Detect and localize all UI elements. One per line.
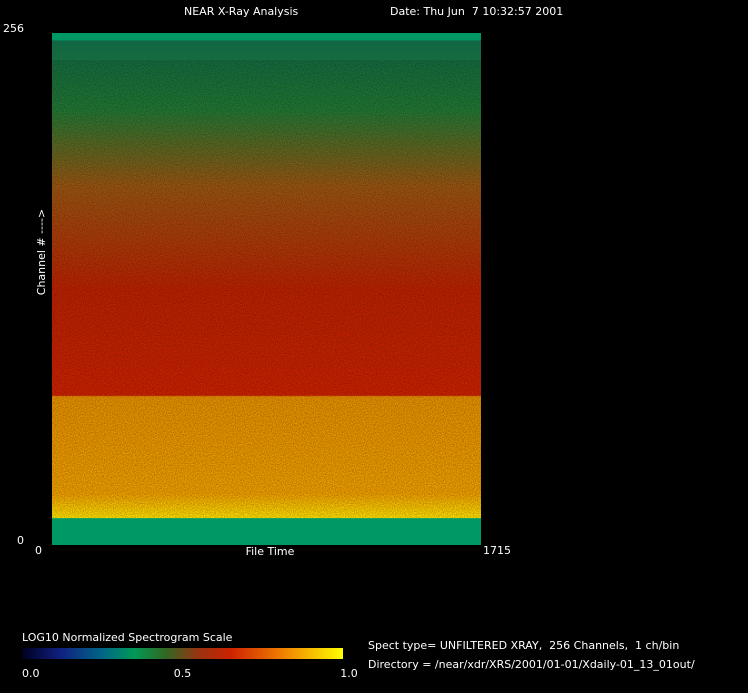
spectrogram-texture bbox=[52, 60, 481, 518]
info-line: Spect type= UNFILTERED XRAY, 256 Channel… bbox=[368, 639, 679, 652]
info-line: Directory = /near/xdr/XRS/2001/01-01/Xda… bbox=[368, 658, 695, 671]
chart-title: NEAR X-Ray Analysis bbox=[184, 5, 299, 18]
colorbar bbox=[22, 648, 343, 659]
y-tick-label: 256 bbox=[3, 22, 24, 35]
y-tick-label: 0 bbox=[17, 534, 24, 547]
x-axis-label: File Time bbox=[246, 545, 295, 558]
x-tick-label: 1715 bbox=[483, 544, 511, 557]
colorbar-tick-label: 1.0 bbox=[340, 667, 358, 680]
colorbar-tick-label: 0.5 bbox=[174, 667, 192, 680]
date: Date: Thu Jun 7 10:32:57 2001 bbox=[390, 5, 563, 18]
y-axis-label: Channel # ----> bbox=[35, 209, 48, 295]
colorbar-tick-label: 0.0 bbox=[22, 667, 40, 680]
x-tick-label: 0 bbox=[35, 544, 42, 557]
colorbar-title: LOG10 Normalized Spectrogram Scale bbox=[22, 631, 233, 644]
